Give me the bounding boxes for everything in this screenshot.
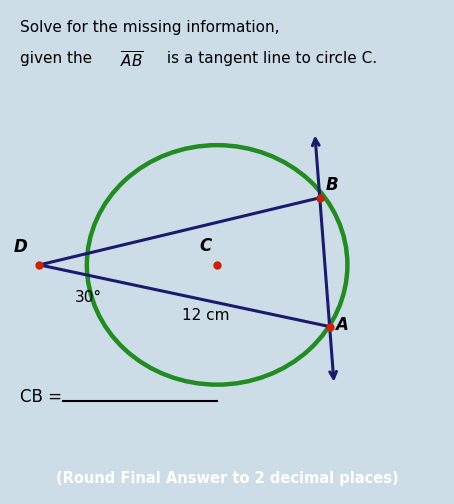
Text: D: D xyxy=(14,238,28,256)
Text: A: A xyxy=(336,316,348,334)
Text: is a tangent line to circle C.: is a tangent line to circle C. xyxy=(162,51,377,66)
Text: 12 cm: 12 cm xyxy=(182,308,229,323)
Text: Solve for the missing information,: Solve for the missing information, xyxy=(20,20,279,35)
Text: C: C xyxy=(199,237,211,255)
Text: CB =: CB = xyxy=(20,389,67,406)
Text: 30°: 30° xyxy=(75,290,102,305)
Text: B: B xyxy=(326,176,338,194)
Text: (Round Final Answer to 2 decimal places): (Round Final Answer to 2 decimal places) xyxy=(56,471,398,486)
Text: given the: given the xyxy=(20,51,97,66)
Text: $\overline{AB}$: $\overline{AB}$ xyxy=(120,51,144,71)
